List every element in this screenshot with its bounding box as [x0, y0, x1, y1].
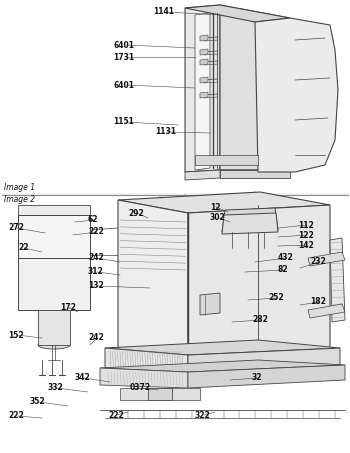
Polygon shape — [148, 388, 172, 400]
Circle shape — [252, 192, 258, 198]
Polygon shape — [330, 238, 345, 322]
Text: 1151: 1151 — [113, 117, 134, 126]
Circle shape — [32, 260, 76, 304]
Polygon shape — [222, 208, 278, 232]
Circle shape — [157, 197, 163, 203]
Text: 1731: 1731 — [113, 53, 134, 62]
Text: 6401: 6401 — [113, 81, 134, 90]
Text: 222: 222 — [108, 410, 124, 419]
Polygon shape — [185, 170, 290, 172]
Polygon shape — [18, 205, 90, 215]
Polygon shape — [18, 258, 90, 310]
Text: 232: 232 — [310, 257, 326, 266]
Ellipse shape — [199, 165, 211, 170]
Text: 222: 222 — [8, 411, 24, 420]
Text: 352: 352 — [30, 397, 46, 406]
Polygon shape — [118, 200, 188, 355]
Polygon shape — [120, 388, 148, 400]
Polygon shape — [195, 13, 210, 170]
Circle shape — [227, 194, 233, 200]
Text: 152: 152 — [8, 331, 24, 339]
Polygon shape — [200, 35, 208, 41]
Ellipse shape — [151, 390, 169, 398]
Text: 182: 182 — [310, 298, 326, 307]
Text: 282: 282 — [252, 315, 268, 324]
Text: 22: 22 — [18, 244, 28, 252]
Ellipse shape — [219, 165, 231, 170]
Ellipse shape — [224, 207, 276, 223]
Text: 272: 272 — [8, 223, 24, 232]
Text: 1131: 1131 — [155, 127, 176, 136]
Text: 322: 322 — [195, 410, 211, 419]
Text: 142: 142 — [298, 241, 314, 250]
Text: 242: 242 — [88, 333, 104, 342]
Polygon shape — [105, 348, 188, 372]
Bar — [0, 195, 350, 453]
Text: 222: 222 — [88, 227, 104, 236]
Polygon shape — [195, 155, 258, 165]
Text: 292: 292 — [128, 208, 144, 217]
Text: 432: 432 — [278, 254, 294, 262]
Polygon shape — [185, 5, 220, 172]
Polygon shape — [38, 310, 70, 345]
Polygon shape — [308, 304, 345, 318]
Polygon shape — [220, 5, 290, 170]
Text: 252: 252 — [268, 294, 284, 303]
Text: 302: 302 — [210, 213, 226, 222]
Polygon shape — [188, 205, 330, 355]
Text: 122: 122 — [298, 231, 314, 240]
Polygon shape — [18, 215, 90, 258]
Text: 132: 132 — [88, 281, 104, 290]
Text: 6401: 6401 — [113, 40, 134, 49]
Polygon shape — [255, 18, 338, 172]
Polygon shape — [200, 49, 208, 55]
Text: 0372: 0372 — [130, 384, 151, 392]
Polygon shape — [220, 170, 290, 178]
Text: 242: 242 — [88, 254, 104, 262]
Ellipse shape — [224, 227, 276, 243]
Circle shape — [50, 230, 58, 238]
Ellipse shape — [236, 165, 248, 170]
Polygon shape — [118, 192, 330, 213]
Polygon shape — [105, 340, 340, 355]
Polygon shape — [222, 213, 278, 234]
Polygon shape — [100, 368, 188, 388]
Polygon shape — [172, 388, 200, 400]
Text: 1141: 1141 — [153, 8, 174, 16]
Text: 82: 82 — [278, 265, 289, 275]
Text: Image 2: Image 2 — [4, 196, 35, 204]
Polygon shape — [185, 5, 290, 22]
Text: Image 1: Image 1 — [4, 183, 35, 192]
Text: 62: 62 — [88, 216, 98, 225]
Text: 312: 312 — [88, 268, 104, 276]
Polygon shape — [200, 77, 208, 83]
Polygon shape — [200, 92, 208, 98]
Polygon shape — [200, 293, 220, 315]
Text: 12: 12 — [210, 202, 220, 212]
Text: 332: 332 — [48, 384, 64, 392]
Polygon shape — [200, 59, 208, 65]
Ellipse shape — [38, 341, 70, 349]
Polygon shape — [308, 252, 345, 266]
Text: 172: 172 — [60, 304, 76, 313]
Polygon shape — [185, 170, 220, 180]
Text: 342: 342 — [75, 374, 91, 382]
Polygon shape — [100, 360, 345, 372]
Polygon shape — [188, 348, 340, 372]
Circle shape — [261, 247, 267, 253]
Ellipse shape — [38, 306, 70, 314]
Circle shape — [182, 195, 188, 201]
Polygon shape — [188, 365, 345, 388]
Text: 32: 32 — [252, 374, 262, 382]
Circle shape — [245, 247, 251, 253]
Circle shape — [229, 247, 235, 253]
Bar — [0, 0, 350, 193]
Text: 112: 112 — [298, 221, 314, 230]
